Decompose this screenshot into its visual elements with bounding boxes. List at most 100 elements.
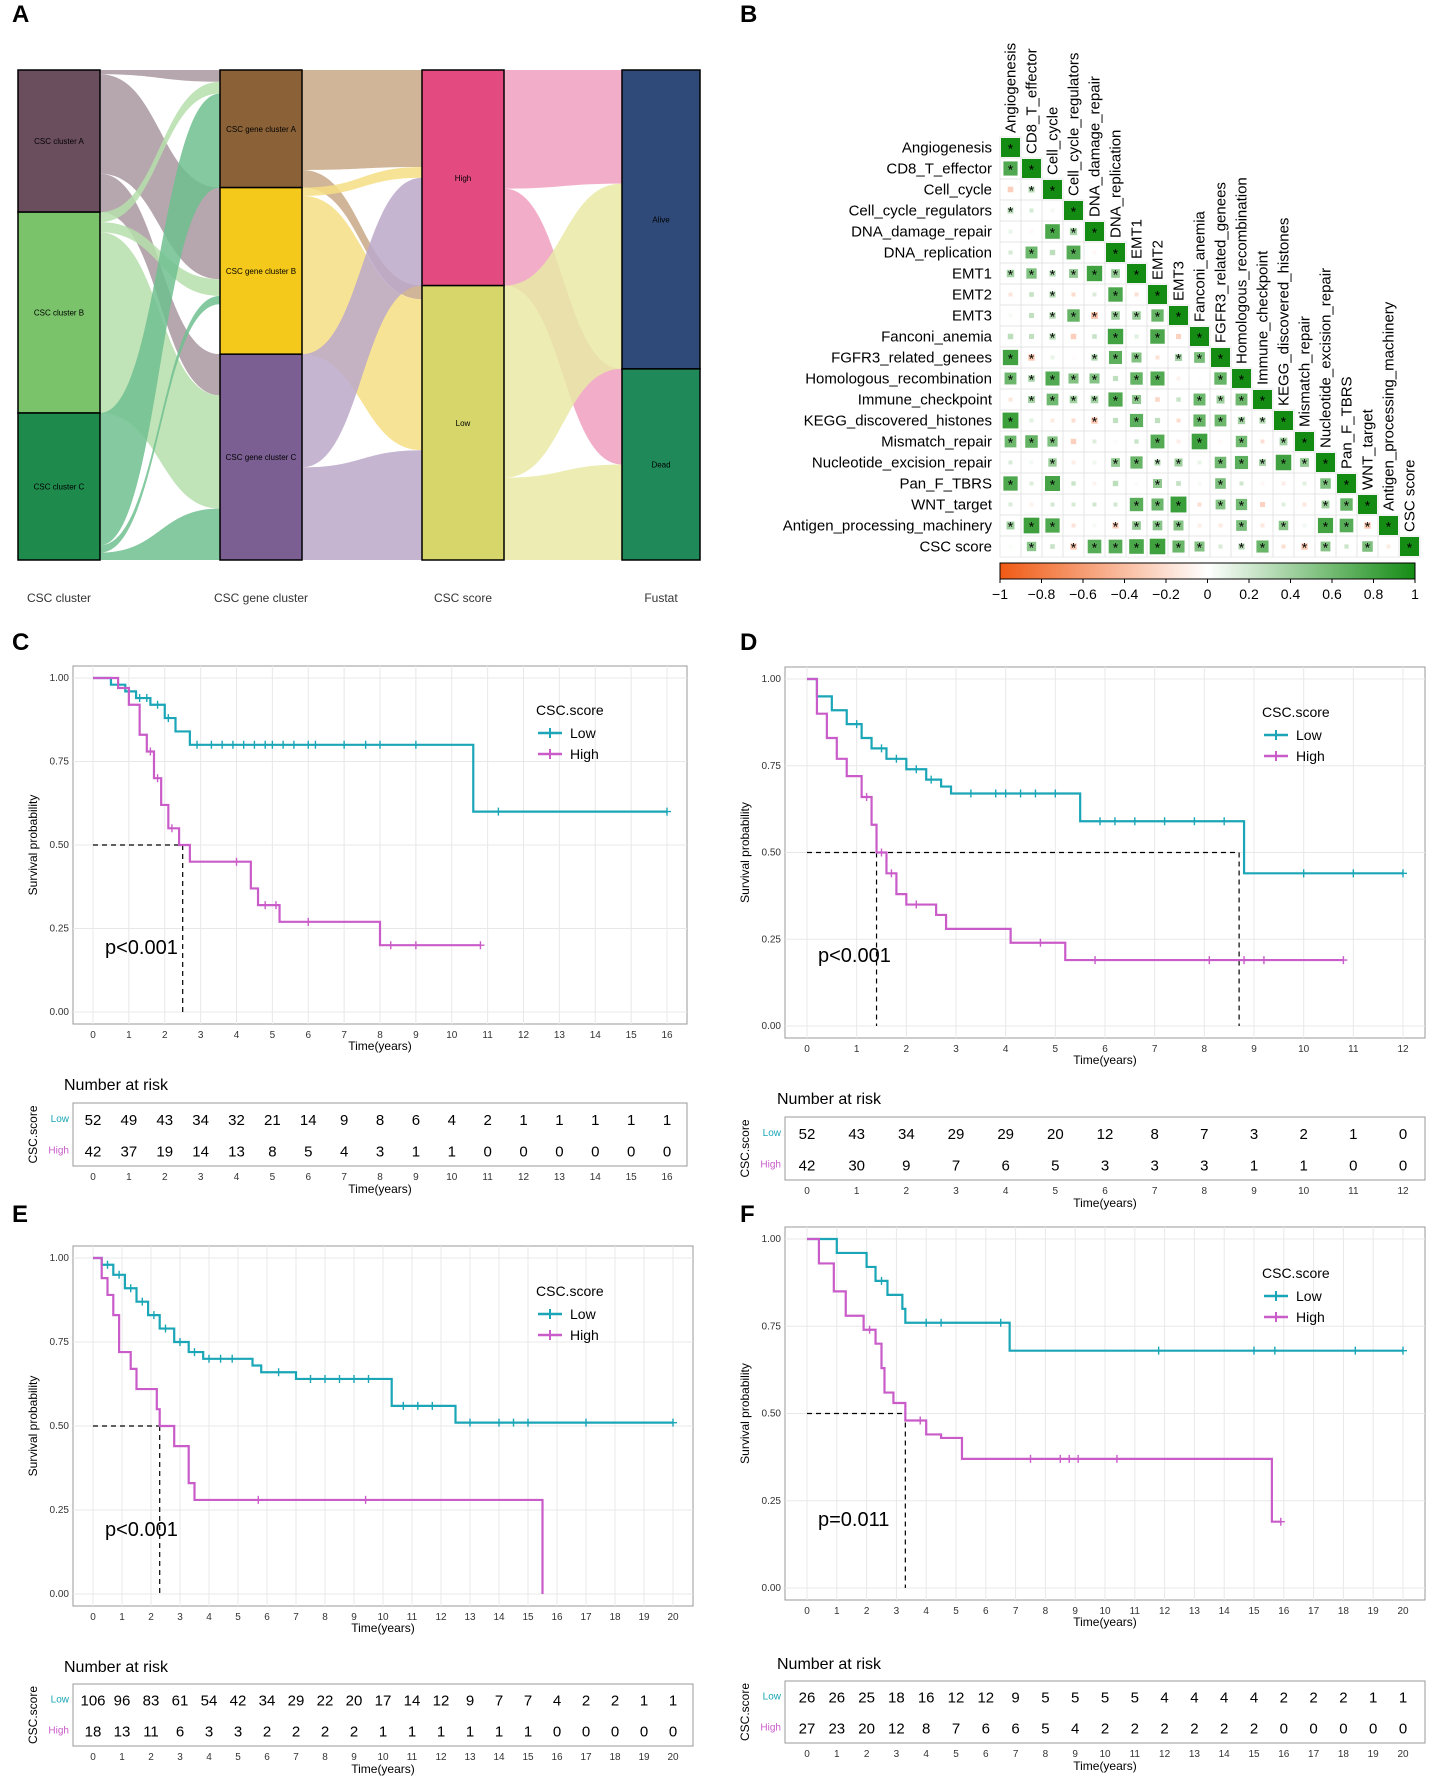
- heatmap-cell: [1086, 265, 1103, 282]
- x-tick-label: 9: [351, 1612, 357, 1623]
- heatmap-cell: [1274, 411, 1293, 430]
- risk-x-tick-label: 1: [854, 1186, 860, 1197]
- heatmap-cell: [1149, 538, 1166, 555]
- censor-mark: [279, 740, 288, 749]
- censor-mark: [937, 1318, 946, 1327]
- risk-count: 0: [1399, 1721, 1407, 1738]
- censor-mark: [877, 848, 886, 857]
- heatmap-cell: [1043, 180, 1062, 199]
- survival-curve-low: [807, 677, 1403, 875]
- heatmap-cell: [1362, 541, 1373, 552]
- censor-mark: [190, 1348, 199, 1357]
- sankey-axis-label: CSC score: [434, 591, 492, 605]
- heatmap-cell: [1172, 540, 1185, 553]
- significance-star: *: [1323, 519, 1329, 535]
- heatmap-cell: [1092, 334, 1097, 339]
- risk-count: 5: [1131, 1690, 1139, 1707]
- heatmap-cell: [1386, 544, 1391, 549]
- heatmap-cell: [1049, 291, 1056, 298]
- risk-count: 43: [848, 1126, 865, 1143]
- heatmap-row-label: EMT1: [952, 266, 992, 283]
- heatmap-cell: [1211, 348, 1230, 367]
- y-tick-label: 0.75: [762, 761, 782, 772]
- colorbar-tick-label: −1: [992, 586, 1008, 602]
- km-panel-C: 0 1 2 3 4 5 6 7 8 9 10 11 12 13 14 15 160.000.250.500.75…: [26, 665, 688, 1196]
- risk-row-label: Low: [763, 1128, 782, 1139]
- censor-mark: [669, 1418, 677, 1427]
- heatmap-cell: [1214, 372, 1227, 385]
- risk-x-tick-label: 9: [351, 1752, 357, 1763]
- heatmap-cell: [1092, 502, 1097, 507]
- heatmap-col-label: CSC score: [1402, 459, 1419, 532]
- heatmap-cell: [1232, 369, 1251, 388]
- censor-mark: [1299, 869, 1308, 878]
- heatmap-cell: [1130, 456, 1143, 469]
- risk-count: 5: [304, 1143, 312, 1160]
- x-tick-label: 2: [864, 1606, 870, 1617]
- sankey-axis-label: CSC cluster: [27, 591, 91, 605]
- risk-x-tick-label: 1: [834, 1749, 840, 1760]
- significance-star: *: [1134, 351, 1140, 367]
- risk-count: 12: [888, 1721, 905, 1738]
- censor-mark: [1016, 789, 1025, 798]
- sankey-chart: CSC cluster A CSC cluster B CSC cluster C C…: [17, 69, 701, 605]
- y-axis-label: Survival probability: [738, 802, 752, 903]
- heatmap-cell: [1194, 541, 1205, 552]
- risk-x-tick-label: 6: [983, 1749, 989, 1760]
- heatmap-cell: [1197, 460, 1202, 465]
- sankey-flow: [100, 70, 220, 82]
- sankey-flow: [100, 74, 220, 280]
- heatmap-cell: [1029, 502, 1034, 507]
- heatmap-cell: [1113, 502, 1118, 507]
- censor-mark: [261, 901, 270, 910]
- significance-star: *: [1092, 393, 1098, 409]
- heatmap-cell: [1029, 208, 1034, 213]
- sankey-node: [219, 186, 303, 355]
- risk-x-tick-label: 0: [804, 1186, 810, 1197]
- significance-star: *: [1071, 267, 1077, 283]
- risk-count: 6: [176, 1724, 184, 1741]
- heatmap-cell: [1028, 333, 1035, 340]
- risk-count: 0: [553, 1724, 561, 1741]
- survival-curve-low: [807, 1237, 1403, 1352]
- legend-label: High: [570, 1327, 599, 1343]
- heatmap-cell: [1260, 481, 1265, 486]
- heatmap-cell: [1260, 523, 1265, 528]
- legend-label: Low: [570, 1306, 597, 1322]
- y-axis-label: Survival probability: [26, 1376, 40, 1477]
- heatmap-cell: [1218, 439, 1223, 444]
- heatmap-cell: [1106, 243, 1125, 262]
- risk-count: 1: [437, 1724, 445, 1741]
- risk-count: 54: [201, 1693, 218, 1710]
- heatmap-cell: [1008, 250, 1013, 255]
- significance-star: *: [1029, 519, 1035, 535]
- risk-x-tick-label: 5: [235, 1752, 241, 1763]
- risk-x-tick-label: 7: [1013, 1749, 1019, 1760]
- risk-row-label: High: [48, 1145, 69, 1156]
- risk-x-tick-label: 4: [234, 1172, 240, 1183]
- heatmap-cell: [1006, 269, 1015, 278]
- sankey-flow: [100, 295, 220, 553]
- sankey-node-label: Dead: [651, 460, 670, 469]
- x-tick-label: 11: [1130, 1606, 1141, 1617]
- censor-mark: [966, 789, 975, 798]
- heatmap-cell: [1176, 376, 1181, 381]
- significance-star: *: [1155, 477, 1161, 493]
- panel-label-E: E: [12, 1201, 28, 1228]
- heatmap-cell: [1321, 500, 1330, 509]
- sankey-flow: [100, 93, 220, 546]
- risk-count: 2: [1299, 1126, 1307, 1143]
- y-tick-label: 0.00: [50, 1007, 70, 1018]
- heatmap-cell: [1175, 333, 1182, 340]
- risk-x-tick-label: 5: [953, 1749, 959, 1760]
- censor-mark: [1205, 956, 1214, 965]
- heatmap-cell: [1029, 292, 1034, 297]
- x-tick-label: 1: [834, 1606, 840, 1617]
- significance-star: *: [1008, 414, 1014, 430]
- risk-count: 1: [669, 1693, 677, 1710]
- heatmap-cell: [1002, 349, 1019, 366]
- significance-star: *: [1092, 351, 1098, 367]
- risk-x-tick-label: 12: [518, 1172, 530, 1183]
- risk-count: 3: [1150, 1157, 1158, 1174]
- heatmap-col-label: Cell_cycle_regulators: [1066, 53, 1083, 196]
